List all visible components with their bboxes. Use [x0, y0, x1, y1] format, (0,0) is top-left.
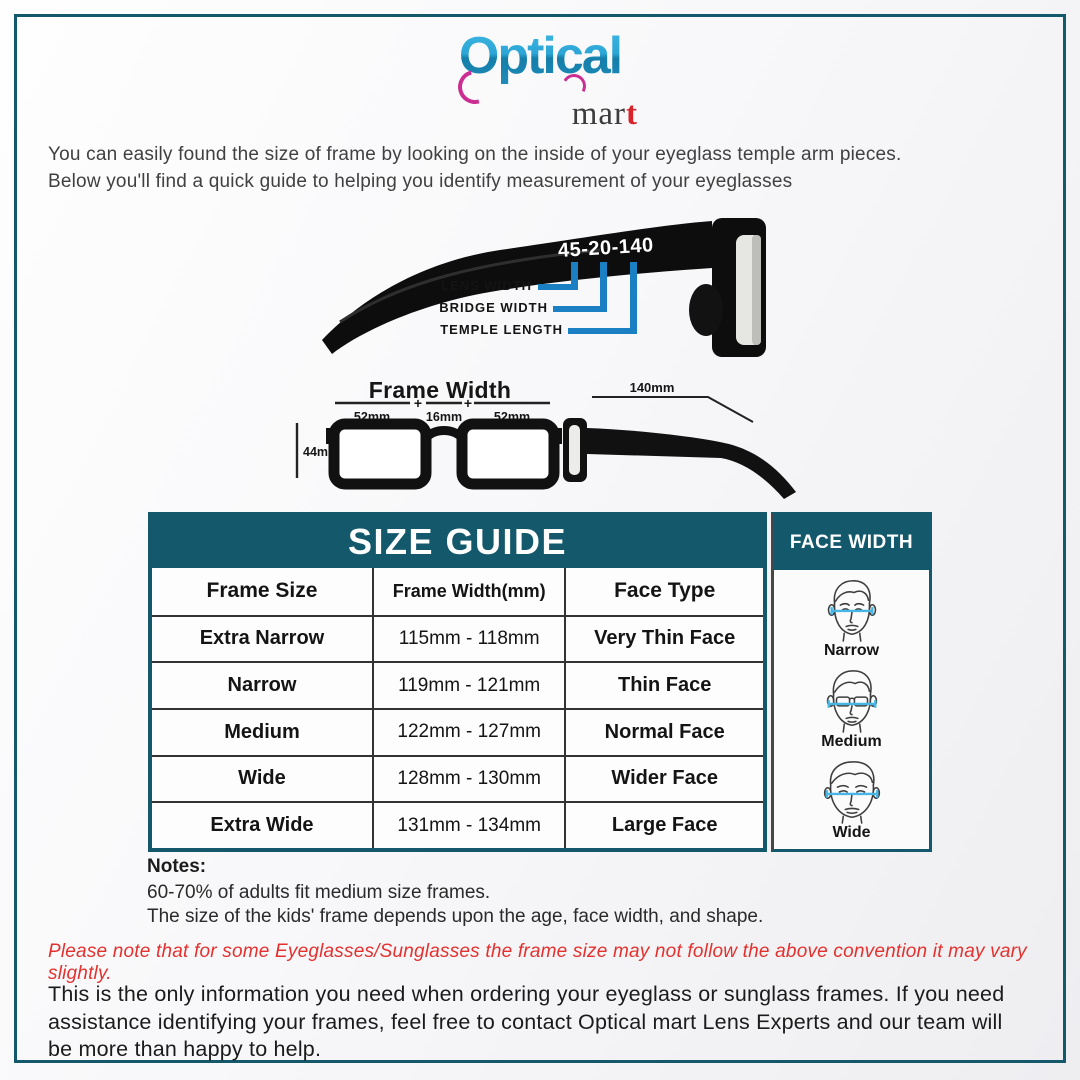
narrow-face-icon: [827, 579, 876, 642]
table-row-width: 128mm - 130mm: [371, 754, 565, 802]
face-width-panel: FACE WIDTH: [771, 512, 932, 852]
table-row-face: Thin Face: [564, 661, 763, 708]
table-row-face: Very Thin Face: [564, 614, 763, 662]
temple-arm-diagram: 45-20-140 LENS WIDTH BRIDGE WIDTH TEMPLE…: [300, 210, 770, 365]
lens-width-callout-line: [571, 262, 578, 290]
logo-subword-prefix: mar: [571, 96, 626, 132]
table-row-size: Extra Wide: [152, 801, 372, 848]
face-label: Narrow: [823, 641, 880, 659]
optical-mart-logo: Optical mart: [0, 24, 1080, 132]
lens-width-label: LENS WIDTH: [441, 278, 532, 293]
face-width-list: Narrow: [774, 570, 929, 849]
bridge-width-callout-line: [600, 262, 607, 312]
face-label: Medium: [821, 732, 882, 750]
table-row-size: Narrow: [152, 661, 372, 708]
face-item-narrow: Narrow: [814, 578, 890, 660]
temple-length-label: TEMPLE LENGTH: [440, 322, 563, 337]
size-guide-grid: Frame Size Frame Width(mm) Face Type Ext…: [152, 568, 763, 848]
ruler-lines: [295, 401, 550, 478]
lens-width-callout-line: [538, 284, 578, 290]
table-row-width: 115mm - 118mm: [371, 614, 565, 662]
notes-heading: Notes:: [147, 856, 207, 877]
logo-wordmark: Optical: [458, 27, 623, 85]
bridge-width-measure: 16mm: [426, 410, 462, 424]
face-item-wide: Wide: [814, 760, 890, 842]
face-item-medium: Medium: [814, 669, 890, 751]
temple-arm-illustration: [322, 218, 766, 357]
face-label: Wide: [832, 823, 871, 841]
logo-subword: mart: [520, 96, 638, 133]
glasses-side-view: [563, 418, 796, 499]
temple-length-measure: 140mm: [630, 380, 675, 395]
medium-face-icon: [826, 669, 877, 733]
bridge-width-label: BRIDGE WIDTH: [439, 300, 548, 315]
plus-sign: +: [464, 395, 472, 411]
plus-sign: +: [414, 395, 422, 411]
logo-subword-accent: t: [626, 96, 638, 132]
temple-length-callout-line: [568, 328, 637, 334]
temple-arm-shape: [322, 221, 712, 354]
face-width-title: FACE WIDTH: [774, 515, 929, 570]
notes-section: Notes: 60-70% of adults fit medium size …: [147, 856, 947, 929]
table-row-face: Normal Face: [564, 708, 763, 755]
wide-face-icon: [823, 760, 880, 824]
temple-length-leader-line: [592, 396, 754, 423]
column-header-frame-width: Frame Width(mm): [371, 568, 564, 615]
table-row-width: 122mm - 127mm: [371, 708, 565, 755]
footer-text: This is the only information you need wh…: [48, 982, 1005, 1062]
table-row-face: Wider Face: [564, 754, 763, 802]
glasses-front-view: [326, 418, 562, 490]
frame-width-illustration: + + 52mm 16mm 52mm 44mm 140mm: [295, 380, 796, 499]
table-row-size: Extra Narrow: [152, 614, 372, 662]
size-guide-table: SIZE GUIDE Frame Size Frame Width(mm) Fa…: [148, 512, 767, 852]
temple-arm-highlight: [339, 248, 601, 324]
intro-text: You can easily found the size of frame b…: [48, 142, 978, 195]
lens-shade-shape: [752, 235, 761, 345]
column-header-frame-size: Frame Size: [206, 579, 318, 603]
table-row-size: Wide: [152, 754, 372, 802]
table-row-width: 131mm - 134mm: [371, 801, 565, 848]
bridge-width-callout-line: [553, 306, 607, 312]
table-row-size: Medium: [152, 708, 372, 755]
size-guide-title: SIZE GUIDE: [152, 516, 763, 568]
column-header-face-type: Face Type: [564, 568, 763, 615]
disclaimer-text: Please note that for some Eyeglasses/Sun…: [48, 941, 1027, 984]
intro-line-2: Below you'll find a quick guide to helpi…: [48, 170, 793, 192]
table-row-width: 119mm - 121mm: [371, 661, 565, 708]
frame-width-title: Frame Width: [368, 377, 512, 403]
table-row-face: Large Face: [564, 801, 763, 848]
intro-line-1: You can easily found the size of frame b…: [48, 144, 902, 165]
nose-pad-shape: [689, 284, 723, 336]
temple-length-callout-line: [630, 262, 637, 334]
notes-line-2: The size of the kids' frame depends upon…: [147, 905, 764, 927]
notes-line-1: 60-70% of adults fit medium size frames.: [147, 882, 491, 903]
frame-width-diagram: + + 52mm 16mm 52mm 44mm 140mm: [280, 376, 800, 502]
